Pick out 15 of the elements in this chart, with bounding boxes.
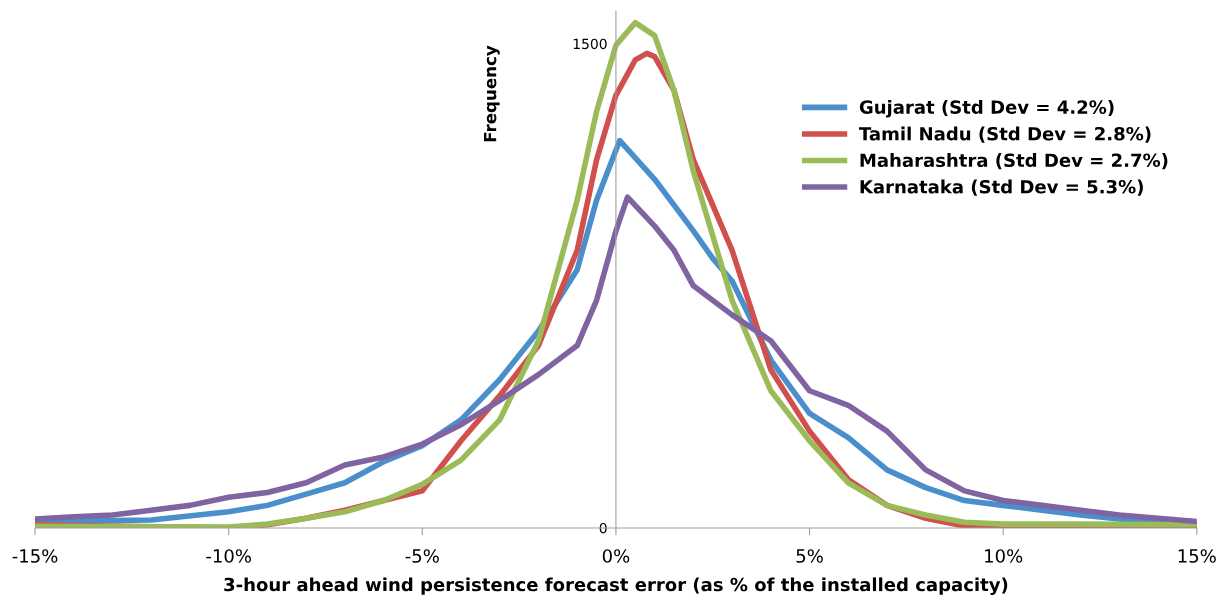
x-axis-title: 3-hour ahead wind persistence forecast error (as % of the installed capacity) — [224, 577, 1008, 596]
x-tick-label: 0% — [602, 549, 630, 563]
legend-label: Tamil Nadu (Std Dev = 2.8%) — [859, 126, 1151, 143]
y-axis-title: Frequency — [484, 45, 500, 142]
legend-label: Karnataka (Std Dev = 5.3%) — [860, 179, 1143, 196]
x-tick-label: -5% — [405, 549, 439, 563]
x-tick-label: -15% — [12, 549, 58, 563]
legend-label: Maharashtra (Std Dev = 2.7%) — [860, 153, 1168, 170]
y-tick-label: 0 — [599, 522, 607, 534]
legend-label: Gujarat (Std Dev = 4.2%) — [859, 99, 1114, 118]
x-tick-label: -10% — [206, 549, 251, 563]
x-tick-label: 5% — [796, 549, 823, 563]
x-tick-label: 10% — [985, 549, 1023, 563]
x-tick-label: 15% — [1178, 549, 1216, 563]
y-tick-label: 1500 — [573, 38, 607, 50]
